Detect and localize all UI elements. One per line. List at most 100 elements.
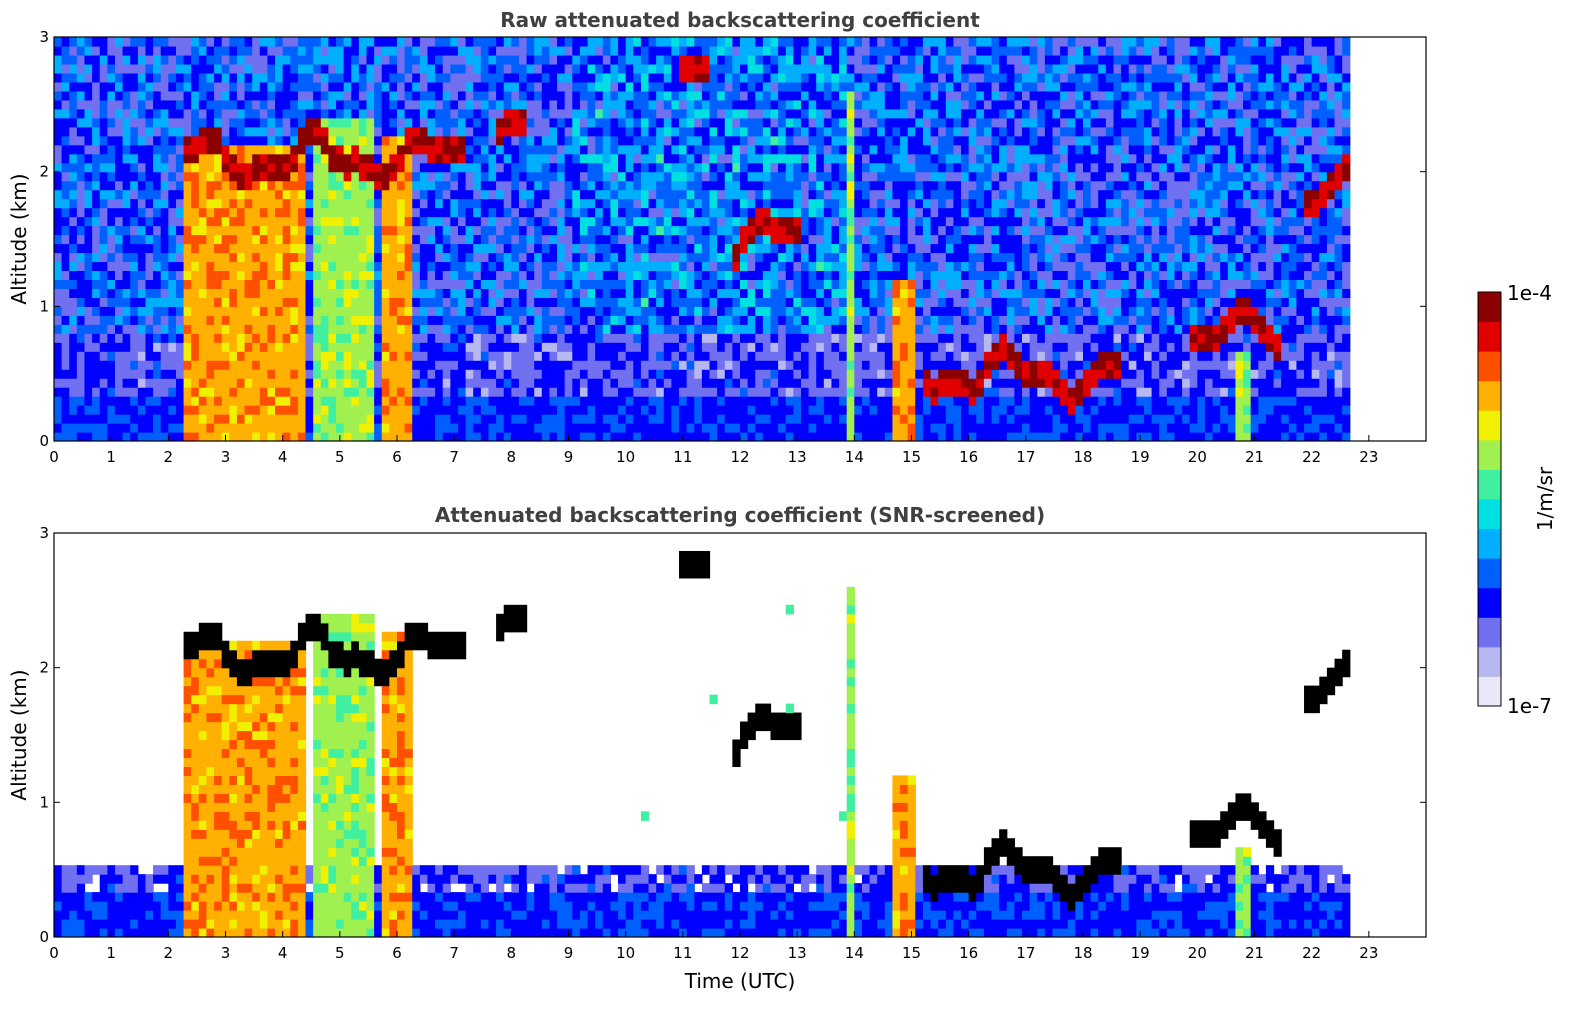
heatmap-cell <box>267 243 276 254</box>
heatmap-cell <box>153 126 162 137</box>
heatmap-cell <box>679 207 688 218</box>
heatmap-cell <box>244 81 253 92</box>
heatmap-cell <box>663 99 672 110</box>
heatmap-cell <box>549 171 558 182</box>
heatmap-cell <box>572 414 581 424</box>
heatmap-cell <box>686 126 695 137</box>
heatmap-cell <box>770 306 779 316</box>
heatmap-cell <box>564 387 573 397</box>
heatmap-cell <box>526 297 535 307</box>
heatmap-cell <box>778 288 787 298</box>
heatmap-cell <box>130 54 139 65</box>
heatmap-cell <box>76 342 86 352</box>
heatmap-cell <box>92 270 101 280</box>
heatmap-cell <box>892 198 901 209</box>
heatmap-cell <box>618 252 627 263</box>
heatmap-cell <box>618 306 627 316</box>
heatmap-cell <box>214 37 223 47</box>
heatmap-cell <box>328 90 337 101</box>
heatmap-cell <box>236 153 246 164</box>
heatmap-cell <box>793 315 802 325</box>
heatmap-cell <box>282 171 291 182</box>
heatmap-cell <box>762 414 772 424</box>
heatmap-cell <box>778 378 787 388</box>
heatmap-cell <box>762 315 772 325</box>
heatmap-cell <box>823 63 833 74</box>
heatmap-cell <box>701 315 711 325</box>
heatmap-cell <box>99 342 108 352</box>
heatmap-cell <box>557 90 566 101</box>
heatmap-cell <box>191 207 200 218</box>
heatmap-cell <box>534 315 543 325</box>
heatmap-cell <box>412 144 421 155</box>
heatmap-cell <box>778 144 787 155</box>
heatmap-cell <box>854 297 863 307</box>
heatmap-cell <box>244 45 253 56</box>
heatmap-cell <box>450 351 459 361</box>
heatmap-cell <box>534 270 543 280</box>
heatmap-cell <box>198 162 208 173</box>
heatmap-cell <box>374 54 383 65</box>
heatmap-cell <box>724 216 733 227</box>
heatmap-cell <box>694 369 703 379</box>
heatmap-cell <box>518 108 528 119</box>
heatmap-cell <box>884 99 894 110</box>
heatmap-cell <box>153 405 162 415</box>
heatmap-cell <box>877 432 886 441</box>
heatmap-cell <box>54 207 63 218</box>
heatmap-cell <box>336 108 345 119</box>
heatmap-cell <box>747 333 756 343</box>
heatmap-cell <box>526 54 535 65</box>
heatmap-cell <box>534 207 543 218</box>
heatmap-cell <box>877 414 886 424</box>
heatmap-cell <box>503 288 512 298</box>
heatmap-cell <box>122 432 131 441</box>
heatmap-cell <box>92 351 101 361</box>
heatmap-cell <box>412 369 421 379</box>
heatmap-cell <box>587 45 596 56</box>
heatmap-cell <box>587 81 596 92</box>
heatmap-cell <box>99 261 108 272</box>
heatmap-cell <box>518 297 528 307</box>
heatmap-cell <box>412 432 421 441</box>
heatmap-cell <box>762 324 772 334</box>
heatmap-cell <box>61 54 70 65</box>
heatmap-cell <box>198 297 208 307</box>
heatmap-cell <box>625 351 634 361</box>
heatmap-cell <box>808 72 817 83</box>
heatmap-cell <box>305 54 314 65</box>
heatmap-cell <box>496 135 505 146</box>
heatmap-cell <box>297 414 307 424</box>
heatmap-cell <box>869 414 878 424</box>
heatmap-cell <box>122 72 131 83</box>
heatmap-cell <box>404 90 413 101</box>
heatmap-cell <box>275 234 284 245</box>
heatmap-cell <box>679 108 688 119</box>
heatmap-cell <box>130 414 139 424</box>
heatmap-cell <box>290 243 299 254</box>
heatmap-cell <box>785 279 794 289</box>
heatmap-cell <box>351 288 360 298</box>
heatmap-cell <box>816 405 825 415</box>
heatmap-cell <box>305 288 314 298</box>
heatmap-cell <box>84 108 93 119</box>
heatmap-cell <box>366 315 375 325</box>
heatmap-cell <box>671 423 680 433</box>
heatmap-cell <box>770 378 779 388</box>
heatmap-cell <box>61 432 70 441</box>
heatmap-cell <box>290 351 299 361</box>
heatmap-cell <box>328 252 337 263</box>
heatmap-cell <box>595 135 604 146</box>
heatmap-cell <box>297 99 307 110</box>
heatmap-cell <box>244 270 253 280</box>
heatmap-cell <box>137 198 147 209</box>
heatmap-cell <box>610 216 619 227</box>
heatmap-cell <box>107 81 116 92</box>
heatmap-cell <box>130 324 139 334</box>
heatmap-cell <box>175 180 185 191</box>
heatmap-cell <box>679 297 688 307</box>
heatmap-cell <box>160 396 169 406</box>
heatmap-cell <box>381 180 390 191</box>
heatmap-cell <box>579 135 589 146</box>
heatmap-cell <box>275 180 284 191</box>
